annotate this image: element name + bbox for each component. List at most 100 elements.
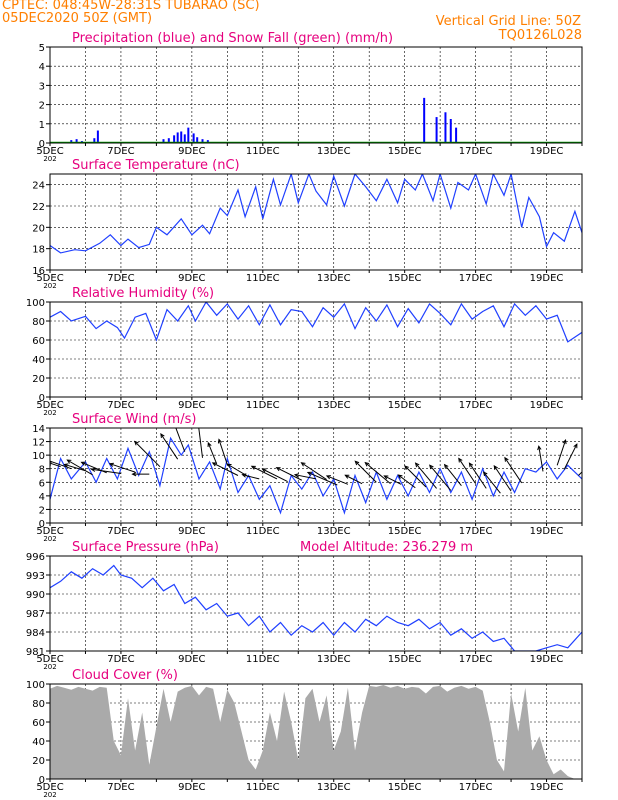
xtick-label-rh: 11DEC [246, 400, 280, 411]
xtick-label-cloud: 5DEC [36, 782, 63, 793]
xtick-label-cloud: 17DEC [459, 782, 493, 793]
wind-arrow-head [66, 459, 72, 464]
title-rh: Relative Humidity (%) [72, 286, 214, 301]
ytick-label-pressure: 981 [26, 647, 45, 658]
xtick-label-wind: 17DEC [459, 526, 493, 537]
xtick-label-wind: 19DEC [530, 526, 564, 537]
ytick-label-rh: 20 [32, 374, 45, 385]
wind-arrow-head [404, 465, 409, 470]
precip-bar [173, 135, 176, 143]
wind-arrow-head [131, 471, 137, 477]
wind-arrow [556, 439, 567, 466]
model-code: TQ0126L028 [498, 28, 582, 43]
wind-arrow-head [364, 461, 370, 467]
wind-arrow [364, 462, 391, 485]
precip-bar [96, 130, 99, 143]
wind-arrow-head [591, 459, 595, 463]
xtick-label-wind: 5DEC [36, 526, 63, 537]
xtick-label-rh: 5DEC [36, 400, 63, 411]
panel-rh: 0 20 40 60 80 100 5DEC 7DEC 9DEC 11DEC 13DEC 15DEC 1… [26, 286, 583, 417]
ytick-label-wind: 4 [39, 492, 45, 503]
run-date: 05DEC2020 50Z (GMT) [2, 11, 153, 26]
wind-arrow [67, 459, 93, 476]
xtick-label-cloud: 7DEC [107, 782, 134, 793]
wind-arrow [50, 460, 72, 470]
ytick-label-precip: 2 [39, 101, 45, 112]
frame-cloud [49, 683, 583, 780]
precip-bar [196, 137, 199, 143]
wind-arrow [64, 463, 86, 472]
wind-arrow-head [90, 467, 96, 472]
wind-arrow-head [354, 460, 360, 466]
wind-arrow [563, 443, 578, 470]
xtick-label-temp: 11DEC [246, 273, 280, 284]
precip-bar [192, 133, 195, 143]
wind-arrow-head [414, 462, 420, 468]
plot-cloud [50, 685, 575, 779]
wind-arrow-head [160, 433, 165, 439]
wind-arrow-head [562, 439, 567, 445]
wind-arrow-head [325, 475, 331, 480]
xtick-label-precip: 5DEC [36, 146, 63, 157]
ytick-label-rh: 100 [26, 298, 45, 309]
wind-arrow-head [50, 461, 53, 466]
wind-arrow [307, 471, 338, 486]
wind-arrow [345, 474, 363, 485]
title-pressure: Surface Pressure (hPa) [72, 540, 219, 555]
xtick-label-temp: 19DEC [530, 273, 564, 284]
xtick-label-wind: 11DEC [246, 526, 280, 537]
xtick-label-cloud: 11DEC [246, 782, 280, 793]
xtick-label-wind: 7DEC [107, 526, 134, 537]
wind-arrow [218, 439, 228, 465]
wind-arrow-head [458, 457, 463, 463]
year-stub-temp: 202 [43, 282, 56, 290]
xtick-label-temp: 7DEC [107, 273, 134, 284]
precip-bar [180, 131, 183, 143]
precip-bar [167, 138, 170, 143]
xtick-label-precip: 7DEC [107, 146, 134, 157]
precip-bar [444, 112, 447, 143]
wind-arrow [354, 460, 377, 483]
wind-arrow-head [108, 462, 114, 467]
station-info: CPTEC: 048:45W-28:31S TUBARAO (SC) [2, 0, 260, 13]
wind-arrow [212, 462, 239, 476]
ytick-label-cloud: 60 [32, 718, 45, 729]
wind-arrow-head [80, 461, 86, 466]
wind-arrow [262, 468, 288, 483]
precip-bar [70, 140, 73, 143]
year-stub-rh: 202 [43, 409, 56, 417]
wind-arrow [91, 468, 122, 474]
wind-arrow [109, 463, 136, 473]
plot-rh [50, 302, 582, 343]
xtick-label-pressure: 17DEC [459, 654, 493, 665]
wind-arrow [415, 462, 437, 489]
xtick-label-wind: 15DEC [388, 526, 422, 537]
plot-wind [50, 428, 595, 515]
xtick-label-pressure: 5DEC [36, 654, 63, 665]
panel-cloud: 0 20 40 60 80 100 5DEC 7DEC 9DEC 11DEC 13DEC 15DEC 1… [26, 668, 583, 799]
xtick-label-temp: 17DEC [459, 273, 493, 284]
wind-arrow [384, 475, 402, 485]
frame-temp [49, 173, 583, 271]
xtick-label-rh: 7DEC [107, 400, 134, 411]
year-stub-cloud: 202 [43, 791, 56, 799]
plot-temp [50, 174, 582, 254]
xtick-label-temp: 13DEC [317, 273, 351, 284]
wind-arrow [294, 474, 317, 480]
wind-arrow [483, 471, 501, 494]
wind-arrow-head [443, 463, 449, 469]
wind-arrow-head [133, 440, 139, 446]
ytick-label-wind: 10 [32, 451, 45, 462]
panel-precip: 0 1 2 3 4 5 5DEC 7DEC 9DEC 11DEC 13DEC 15DEC 17DEC 19… [36, 31, 583, 163]
wind-arrow-head [537, 445, 542, 451]
header: CPTEC: 048:45W-28:31S TUBARAO (SC) 05DEC… [0, 0, 618, 48]
precip-bar [423, 97, 426, 143]
ytick-label-temp: 24 [32, 181, 45, 192]
xtick-label-cloud: 9DEC [178, 782, 205, 793]
wind-arrow [207, 442, 218, 465]
series-line-wind [50, 436, 582, 515]
wind-arrow-head [261, 468, 267, 473]
ytick-label-precip: 3 [39, 81, 45, 92]
xtick-label-rh: 19DEC [530, 400, 564, 411]
